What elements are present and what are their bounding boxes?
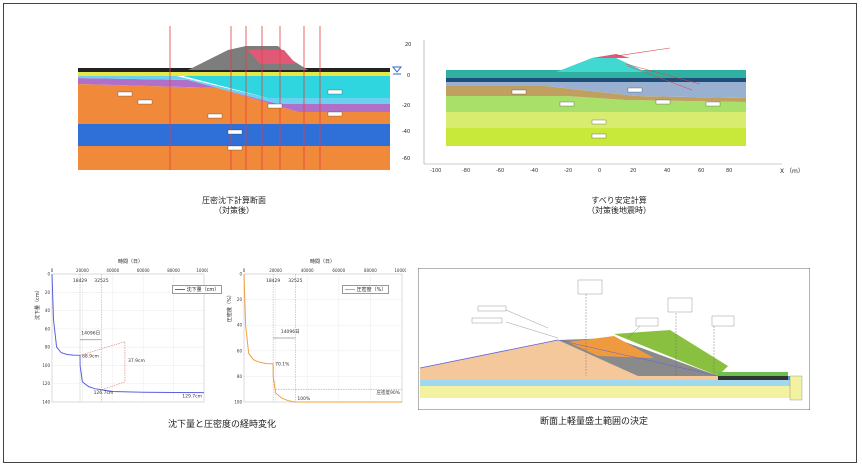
y-tick-label: 60 — [237, 348, 243, 353]
panel2-xticks: -100 -80 -60 -40 -20 0 20 40 60 80 — [430, 168, 733, 176]
panel4-legend-label: 圧密度（%） — [356, 287, 387, 293]
panel2-xtick: 0 — [598, 168, 602, 174]
settlement-chart: 0 20000 40000 60000 80000 100000 0 20 40 60 80 100 1… — [42, 268, 208, 405]
panel2-xtick: -60 — [496, 168, 505, 174]
x-tick-label: 60000 — [137, 268, 150, 273]
panel1-caption-subtitle: （対策後） — [214, 206, 254, 215]
time-marker-label: 32525 — [288, 278, 302, 284]
panel2-xtick: 20 — [630, 168, 637, 174]
legend-swatch — [345, 289, 355, 290]
value-label-1: 88.9cm — [82, 353, 99, 359]
panel2-caption-subtitle: （対策後地震時） — [587, 206, 651, 215]
water-level-icon — [392, 66, 402, 75]
panel5-caption: 断面上軽量盛土範囲の決定 — [540, 417, 649, 427]
y-tick-label: 40 — [45, 308, 51, 313]
y-tick-label: 80 — [237, 374, 243, 379]
panel2-caption: すべり安定計算 （対策後地震時） — [574, 196, 664, 216]
difference-bracket — [79, 341, 126, 391]
x-tick-label: 40000 — [106, 268, 119, 273]
end-value-label: 129.7cm — [182, 394, 202, 400]
plot-area — [243, 273, 403, 403]
x-tick-label: 0 — [51, 268, 54, 273]
panel2-xtick: -100 — [430, 168, 442, 174]
slide-frame — [3, 3, 857, 463]
value-label-1: 70.1% — [275, 362, 290, 368]
section-lines — [169, 26, 321, 170]
legend-swatch — [175, 289, 185, 290]
series-line — [51, 273, 205, 394]
x-tick-label: 80000 — [167, 268, 180, 273]
difference-label: 37.9cm — [128, 358, 145, 364]
x-tick-label: 0 — [243, 268, 246, 273]
y-tick-label: 60 — [45, 326, 51, 331]
y-tick-label: 100 — [234, 400, 242, 405]
x-tick-label: 20000 — [269, 268, 282, 273]
lightweight-fill-section — [418, 268, 810, 410]
days-label: 14096日 — [81, 330, 100, 336]
y-tick-label: 40 — [237, 323, 243, 328]
x-tick-label: 20000 — [76, 268, 89, 273]
panel2-xtick: -20 — [564, 168, 573, 174]
series-line — [243, 273, 402, 403]
panel2-caption-title: すべり安定計算 — [591, 196, 647, 205]
panel4-legend: 圧密度（%） — [342, 285, 390, 294]
panel2-ytick-3: -20 — [402, 103, 411, 109]
x-tick-label: 60000 — [332, 268, 345, 273]
slope-stability-diagram — [423, 40, 782, 165]
panel4-x-axis-title: 時間（日） — [310, 259, 336, 265]
x-tick-label: 40000 — [301, 268, 314, 273]
panel1-caption: 圧密沈下計算断面 （対策後） — [192, 196, 276, 216]
y-tick-label: 80 — [45, 345, 51, 350]
panel3-x-axis-title: 時間（日） — [118, 259, 144, 265]
y-tick-label: 20 — [45, 290, 51, 295]
x-tick-label: 100000 — [196, 268, 208, 273]
panel2-xtick: 40 — [664, 168, 671, 174]
y-tick-label: 100 — [42, 363, 50, 368]
time-marker-label: 18429 — [266, 278, 280, 284]
panel3-legend: 沈下量（cm） — [172, 285, 223, 294]
y-tick-label: 20 — [237, 297, 243, 302]
panel2-x-axis-label: X （m） — [780, 168, 804, 175]
consolidation-chart: 0 20000 40000 60000 80000 100000 0 20 40 60 80 100 1… — [234, 268, 406, 405]
settlement-section-diagram — [78, 26, 390, 170]
time-marker-label: 32525 — [94, 278, 108, 284]
value-label-2: 100% — [297, 396, 311, 402]
y-tick-label: 0 — [47, 272, 50, 277]
panel3-legend-label: 沈下量（cm） — [186, 287, 220, 293]
y-tick-label: 0 — [239, 272, 242, 277]
value-label-2: 126.7cm — [94, 390, 114, 396]
x-tick-label: 80000 — [364, 268, 377, 273]
panel1-caption-title: 圧密沈下計算断面 — [202, 196, 266, 205]
panel2-ytick-4: -40 — [402, 129, 411, 135]
charts-caption: 沈下量と圧密度の経時変化 — [168, 420, 277, 430]
panel2-ytick-1: 20 — [405, 42, 412, 48]
panel2-xtick: 80 — [726, 168, 733, 174]
panel2-ytick-5: -60 — [402, 156, 411, 162]
ninety-percent-label: 圧密度90% — [376, 389, 400, 396]
panel2-xtick: -80 — [462, 168, 471, 174]
y-tick-label: 120 — [42, 381, 50, 386]
y-tick-label: 140 — [42, 400, 50, 405]
panel2-ytick-2: 0 — [407, 73, 411, 79]
time-marker-label: 18429 — [73, 278, 87, 284]
panel2-xtick: -40 — [530, 168, 539, 174]
panel2-xtick: 60 — [698, 168, 705, 174]
x-tick-label: 100000 — [394, 268, 406, 273]
days-label: 14096日 — [281, 329, 300, 335]
